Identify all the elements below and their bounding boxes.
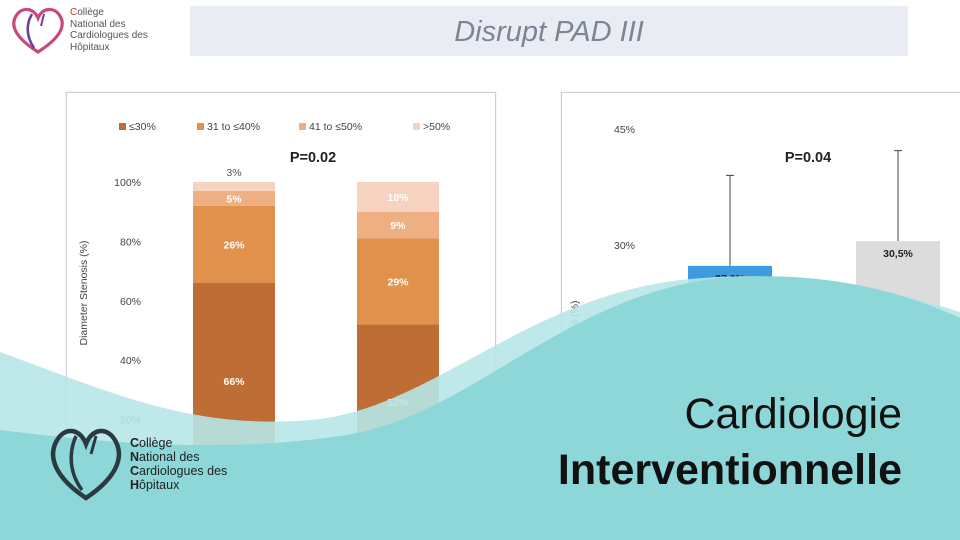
legend-label: 31 to ≤40% (207, 121, 260, 133)
y-axis-label: Diameter Stenosis (%) (78, 240, 90, 345)
slide-title-bar: Disrupt PAD III (190, 6, 908, 56)
y-tick-label: 100% (114, 177, 141, 189)
legend-swatch (119, 123, 126, 130)
data-label: 26% (223, 239, 245, 251)
legend-label: ≤30% (129, 121, 156, 133)
heart-logo-icon (50, 428, 122, 501)
y-tick-label: 30% (614, 240, 635, 252)
data-label: 5% (226, 193, 242, 205)
data-label: 66% (223, 376, 245, 388)
footer-org-name: Collège National des Cardiologues des Hô… (130, 436, 228, 492)
legend-swatch (299, 123, 306, 130)
y-tick-label: 45% (614, 124, 635, 136)
data-label: 29% (387, 276, 409, 288)
p-value-label: P=0.04 (785, 150, 831, 166)
data-label: 3% (226, 167, 241, 179)
y-tick-label: 80% (120, 236, 141, 248)
bar-segment (357, 211, 439, 239)
bar-segment (357, 238, 439, 325)
legend-swatch (197, 123, 204, 130)
header-org-name: Collège National des Cardiologues des Hô… (70, 7, 148, 53)
y-tick-label: 40% (120, 355, 141, 367)
data-label: 30,5% (883, 248, 913, 260)
brand-title-line1: Cardiologie (684, 390, 902, 438)
footer-logo: Collège National des Cardiologues des Hô… (46, 420, 276, 510)
header-logo: Collège National des Cardiologues des Hô… (8, 4, 178, 60)
heart-logo-icon (12, 7, 64, 54)
bar-segment (357, 182, 439, 212)
brand-title-line2: Interventionnelle (557, 446, 902, 494)
bar-segment (193, 190, 275, 206)
bar-segment (193, 182, 275, 191)
data-label: 10% (387, 192, 409, 204)
legend-label: 41 to ≤50% (309, 121, 362, 133)
slide-title: Disrupt PAD III (454, 16, 644, 48)
legend-swatch (413, 123, 420, 130)
y-tick-label: 60% (120, 296, 141, 308)
p-value-label: P=0.02 (290, 150, 336, 166)
data-label: 9% (390, 220, 406, 232)
legend-label: >50% (423, 121, 450, 133)
bar-segment (193, 205, 275, 283)
